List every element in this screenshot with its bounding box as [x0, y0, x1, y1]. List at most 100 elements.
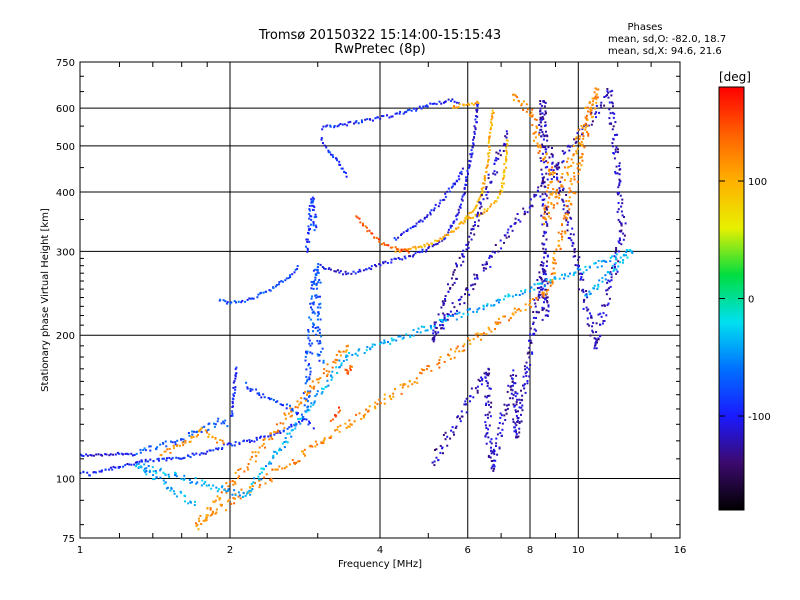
- data-point: [167, 473, 170, 476]
- data-point: [98, 470, 101, 473]
- data-point: [335, 366, 338, 369]
- data-point: [458, 256, 461, 259]
- data-point: [488, 257, 491, 259]
- data-point: [489, 181, 492, 184]
- data-point: [472, 138, 475, 141]
- data-point: [548, 196, 551, 199]
- data-point: [312, 221, 315, 223]
- data-point: [592, 321, 595, 324]
- data-point: [481, 263, 484, 266]
- data-point: [452, 222, 455, 225]
- data-point: [215, 447, 218, 450]
- data-point: [262, 291, 265, 294]
- data-point: [397, 248, 400, 251]
- data-point: [538, 271, 541, 274]
- data-point: [412, 334, 415, 337]
- data-point: [486, 303, 489, 306]
- data-point: [411, 255, 414, 258]
- data-point: [311, 302, 314, 305]
- data-point: [312, 330, 314, 333]
- data-point: [366, 230, 369, 233]
- data-point: [254, 451, 257, 454]
- data-point: [492, 304, 495, 307]
- data-point: [611, 89, 614, 92]
- data-point: [222, 443, 225, 446]
- data-point: [473, 136, 475, 139]
- data-point: [166, 448, 169, 451]
- data-point: [524, 212, 526, 215]
- data-point: [552, 171, 555, 174]
- data-point: [316, 339, 319, 342]
- data-point: [558, 193, 561, 196]
- data-point: [541, 306, 544, 309]
- data-point: [402, 248, 405, 251]
- data-point: [481, 377, 484, 380]
- data-point: [486, 373, 489, 375]
- data-point: [517, 100, 520, 103]
- data-point: [218, 498, 221, 501]
- data-point: [571, 241, 574, 244]
- data-point: [273, 450, 276, 453]
- data-point: [235, 366, 238, 369]
- data-point: [523, 383, 526, 386]
- data-point: [239, 467, 242, 470]
- data-point: [515, 414, 518, 417]
- data-point: [518, 406, 521, 409]
- data-point: [318, 279, 321, 281]
- data-point: [436, 239, 439, 242]
- x-tick-label: 16: [674, 545, 687, 556]
- data-point: [225, 490, 228, 493]
- data-point: [471, 152, 474, 155]
- data-point: [285, 407, 288, 410]
- data-point: [313, 229, 316, 232]
- data-point: [555, 248, 558, 251]
- data-point: [86, 454, 89, 457]
- data-point: [569, 189, 572, 192]
- data-point: [413, 381, 416, 384]
- data-point: [514, 311, 517, 314]
- data-point: [488, 411, 491, 414]
- data-point: [358, 268, 361, 271]
- data-point: [511, 397, 514, 400]
- data-point: [279, 422, 282, 425]
- data-point: [269, 435, 272, 438]
- data-point: [345, 356, 348, 358]
- data-point: [304, 382, 307, 385]
- data-point: [539, 121, 542, 124]
- data-point: [453, 269, 456, 272]
- data-point: [416, 331, 419, 333]
- data-point: [275, 401, 278, 403]
- data-point: [316, 353, 319, 356]
- data-point: [472, 338, 475, 341]
- data-point: [589, 113, 592, 116]
- data-point: [232, 393, 235, 396]
- x-tick-label: 6: [465, 545, 471, 556]
- data-point: [464, 400, 467, 403]
- data-point: [516, 436, 519, 439]
- data-point: [390, 258, 393, 261]
- data-point: [254, 482, 256, 485]
- data-point: [577, 172, 580, 175]
- data-point: [607, 279, 610, 282]
- data-point: [545, 112, 547, 115]
- data-point: [559, 180, 562, 183]
- data-point: [441, 239, 444, 242]
- data-point: [580, 156, 583, 159]
- data-point: [401, 386, 404, 389]
- data-point: [587, 308, 590, 311]
- data-point: [554, 272, 557, 275]
- data-point: [504, 419, 507, 421]
- data-point: [430, 326, 432, 328]
- data-point: [465, 215, 468, 218]
- data-point: [595, 322, 598, 325]
- data-point: [183, 474, 186, 477]
- data-point: [485, 170, 488, 173]
- data-point: [213, 422, 215, 425]
- data-point: [554, 165, 557, 168]
- data-point: [357, 122, 360, 125]
- data-point: [366, 346, 369, 349]
- data-point: [308, 342, 311, 345]
- data-point: [573, 271, 576, 274]
- data-point: [162, 471, 165, 474]
- data-point: [625, 251, 628, 254]
